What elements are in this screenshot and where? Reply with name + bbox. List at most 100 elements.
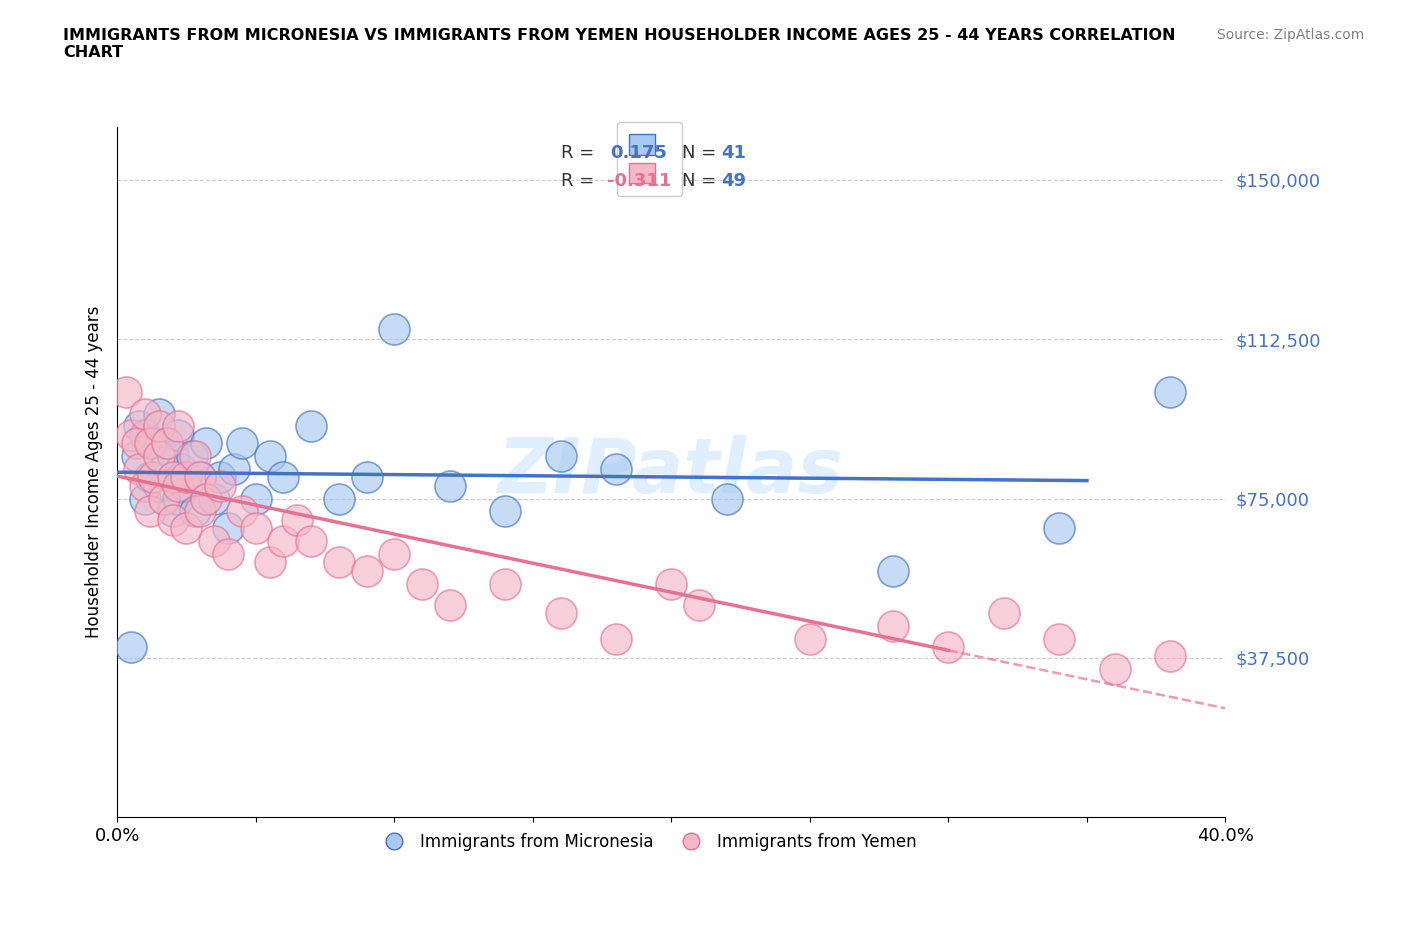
Point: [208, 478, 231, 493]
Point: [188, 470, 211, 485]
Text: 49: 49: [721, 171, 747, 190]
Point: [273, 470, 295, 485]
Point: [176, 470, 198, 485]
Point: [1104, 661, 1126, 676]
Point: [184, 504, 207, 519]
Point: [259, 555, 281, 570]
Point: [328, 491, 350, 506]
Point: [142, 436, 165, 451]
Point: [167, 428, 190, 443]
Text: 41: 41: [721, 144, 747, 162]
Point: [125, 436, 148, 451]
Point: [356, 470, 378, 485]
Point: [139, 504, 162, 519]
Point: [134, 406, 156, 421]
Point: [550, 606, 572, 621]
Point: [799, 631, 821, 646]
Point: [188, 470, 211, 485]
Point: [439, 478, 461, 493]
Point: [139, 436, 162, 451]
Point: [1159, 385, 1181, 400]
Point: [153, 461, 176, 476]
Point: [153, 491, 176, 506]
Point: [202, 491, 225, 506]
Point: [217, 521, 239, 536]
Point: [231, 504, 253, 519]
Point: [176, 478, 198, 493]
Point: [134, 478, 156, 493]
Point: [162, 470, 184, 485]
Point: [188, 504, 211, 519]
Point: [217, 547, 239, 562]
Text: Source: ZipAtlas.com: Source: ZipAtlas.com: [1216, 28, 1364, 42]
Point: [128, 418, 150, 433]
Point: [120, 640, 142, 655]
Point: [285, 512, 308, 527]
Point: [659, 577, 682, 591]
Point: [882, 618, 904, 633]
Point: [494, 577, 516, 591]
Point: [128, 461, 150, 476]
Point: [439, 597, 461, 612]
Point: [208, 470, 231, 485]
Point: [162, 448, 184, 463]
Point: [181, 448, 204, 463]
Point: [688, 597, 710, 612]
Point: [148, 406, 170, 421]
Point: [299, 534, 322, 549]
Point: [170, 461, 193, 476]
Point: [134, 428, 156, 443]
Point: [167, 478, 190, 493]
Point: [202, 534, 225, 549]
Text: ZIPatlas: ZIPatlas: [498, 435, 845, 509]
Point: [167, 491, 190, 506]
Point: [245, 521, 267, 536]
Point: [882, 564, 904, 578]
Legend: Immigrants from Micronesia, Immigrants from Yemen: Immigrants from Micronesia, Immigrants f…: [375, 826, 924, 857]
Point: [194, 491, 217, 506]
Point: [1047, 521, 1070, 536]
Text: -0.311: -0.311: [607, 171, 672, 190]
Point: [120, 428, 142, 443]
Point: [938, 640, 960, 655]
Point: [134, 491, 156, 506]
Y-axis label: Householder Income Ages 25 - 44 years: Householder Income Ages 25 - 44 years: [86, 306, 103, 638]
Point: [1047, 631, 1070, 646]
Point: [194, 436, 217, 451]
Point: [605, 631, 627, 646]
Point: [156, 436, 179, 451]
Point: [114, 385, 136, 400]
Point: [993, 606, 1015, 621]
Point: [148, 478, 170, 493]
Text: R =: R =: [561, 144, 599, 162]
Point: [550, 448, 572, 463]
Point: [273, 534, 295, 549]
Text: R =: R =: [561, 171, 599, 190]
Text: IMMIGRANTS FROM MICRONESIA VS IMMIGRANTS FROM YEMEN HOUSEHOLDER INCOME AGES 25 -: IMMIGRANTS FROM MICRONESIA VS IMMIGRANTS…: [63, 28, 1175, 60]
Point: [148, 448, 170, 463]
Point: [382, 547, 405, 562]
Point: [167, 418, 190, 433]
Point: [259, 448, 281, 463]
Point: [716, 491, 738, 506]
Text: 0.175: 0.175: [610, 144, 668, 162]
Point: [494, 504, 516, 519]
Point: [139, 470, 162, 485]
Text: N =: N =: [682, 171, 723, 190]
Point: [176, 521, 198, 536]
Point: [411, 577, 433, 591]
Text: N =: N =: [682, 144, 723, 162]
Point: [222, 461, 245, 476]
Point: [142, 470, 165, 485]
Point: [184, 448, 207, 463]
Point: [162, 504, 184, 519]
Point: [231, 436, 253, 451]
Point: [605, 461, 627, 476]
Point: [148, 418, 170, 433]
Point: [156, 436, 179, 451]
Point: [125, 448, 148, 463]
Point: [245, 491, 267, 506]
Point: [328, 555, 350, 570]
Point: [299, 418, 322, 433]
Point: [1159, 648, 1181, 663]
